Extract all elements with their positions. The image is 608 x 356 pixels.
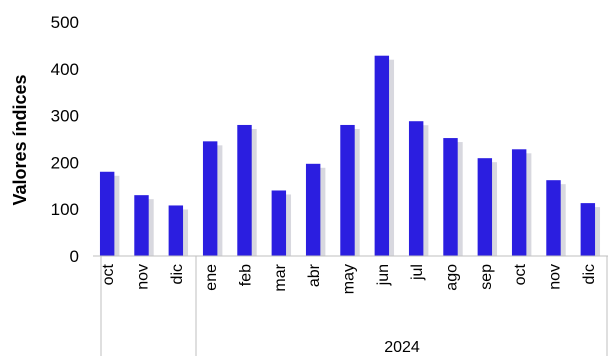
group-label: 2024 bbox=[384, 339, 420, 356]
x-tick-label: sep bbox=[478, 264, 495, 290]
x-tick-label: may bbox=[341, 264, 358, 294]
x-tick-label: mar bbox=[272, 263, 289, 291]
bar-dic-2 bbox=[168, 205, 184, 256]
bar-sep-11 bbox=[477, 158, 493, 256]
x-tick-label: oct bbox=[512, 263, 529, 285]
bar-may-7 bbox=[340, 124, 355, 257]
x-tick-label: nov bbox=[135, 264, 152, 290]
bar-oct-0 bbox=[99, 171, 115, 256]
bar-ene-3 bbox=[202, 141, 218, 256]
x-tick-label: oct bbox=[100, 263, 117, 285]
x-tick-label: nov bbox=[547, 264, 564, 290]
x-tick-label: feb bbox=[238, 264, 255, 286]
bar-abr-6 bbox=[305, 163, 321, 256]
bar-mar-5 bbox=[271, 190, 287, 256]
x-tick-label: dic bbox=[169, 264, 186, 284]
bar-nov-13 bbox=[546, 180, 561, 256]
bar-oct-12 bbox=[511, 149, 527, 256]
bar-dic-14 bbox=[580, 203, 596, 256]
bar-nov-1 bbox=[134, 195, 149, 256]
y-tick-label: 0 bbox=[70, 247, 79, 266]
y-tick-label: 200 bbox=[51, 153, 79, 172]
x-tick-label: jul bbox=[409, 264, 426, 281]
bar-jun-8 bbox=[374, 55, 390, 256]
y-tick-label: 500 bbox=[51, 13, 79, 32]
x-tick-label: jun bbox=[375, 264, 392, 286]
y-axis-label: Valores índices bbox=[10, 74, 30, 205]
y-tick-label: 400 bbox=[51, 60, 79, 79]
bar-ago-10 bbox=[443, 138, 458, 256]
x-tick-label: dic bbox=[581, 264, 598, 284]
bar-feb-4 bbox=[237, 124, 252, 257]
y-tick-label: 100 bbox=[51, 200, 79, 219]
bar-jul-9 bbox=[408, 121, 424, 256]
x-tick-label: ago bbox=[444, 264, 461, 291]
x-tick-label: ene bbox=[203, 264, 220, 291]
x-tick-label: abr bbox=[306, 263, 323, 287]
y-tick-label: 300 bbox=[51, 107, 79, 126]
